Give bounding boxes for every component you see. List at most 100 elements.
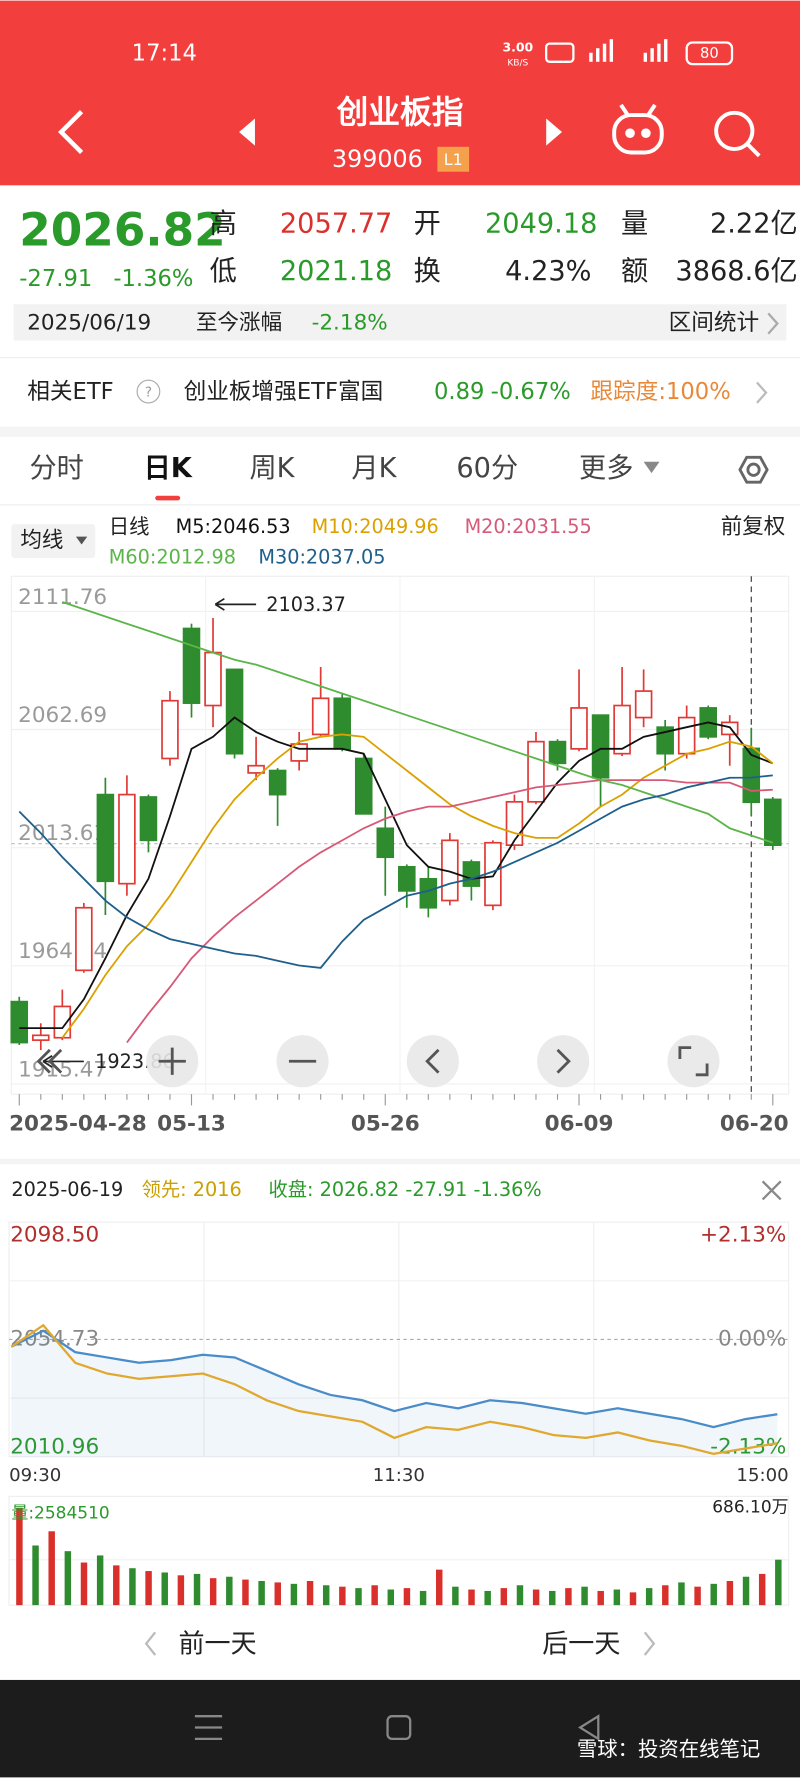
ma-button[interactable] xyxy=(11,524,96,559)
y-tick-label: 2098.50 xyxy=(10,1223,99,1248)
volume-bar xyxy=(32,1545,39,1606)
header-bar xyxy=(0,0,800,186)
y-tick-label: 2062.69 xyxy=(18,703,107,728)
volume-bar xyxy=(209,1578,217,1606)
period: 日线 xyxy=(109,515,150,539)
discuss-button[interactable] xyxy=(612,103,664,155)
intraday-chart: 2098.502054.732010.96+2.13%0.00%-2.13%09… xyxy=(8,1221,790,1486)
volume-bar xyxy=(516,1585,524,1606)
open-label: 开 xyxy=(414,208,441,239)
volume-bar xyxy=(419,1590,427,1606)
volume-max: 686.10万 xyxy=(712,1498,788,1518)
volume-bar xyxy=(226,1576,233,1606)
y-tick-label: 1964.54 xyxy=(18,939,107,964)
volume-bar xyxy=(710,1583,717,1606)
y2-tick-label: 0.00% xyxy=(718,1326,786,1351)
adjust[interactable]: 前复权 xyxy=(721,515,786,540)
candle-body xyxy=(419,878,438,909)
candle-body xyxy=(677,716,696,755)
nav-back[interactable] xyxy=(578,1714,600,1741)
candle-body xyxy=(75,906,93,972)
chevron xyxy=(643,1631,656,1656)
nav-home[interactable] xyxy=(386,1715,412,1740)
volume-bar xyxy=(16,1507,23,1606)
high-label: 高 xyxy=(210,208,237,239)
y2-tick-label: +2.13% xyxy=(700,1223,786,1248)
volume-bar xyxy=(581,1586,588,1606)
back-button[interactable] xyxy=(57,110,84,155)
volume-bar xyxy=(242,1579,249,1606)
candle-body xyxy=(268,769,287,796)
etf-name[interactable]: 创业板增强ETF富国 xyxy=(184,379,384,405)
candle-body xyxy=(96,793,115,883)
next-index[interactable] xyxy=(546,118,563,146)
candle-body xyxy=(118,793,136,885)
scroll-start[interactable] xyxy=(36,1048,63,1074)
candle-body xyxy=(333,697,351,750)
volume-bar xyxy=(613,1589,621,1606)
fullscreen[interactable] xyxy=(667,1035,720,1088)
intraday-line xyxy=(10,1329,778,1429)
low: 2021.18 xyxy=(280,256,392,287)
intraday-date: 2025-06-19 xyxy=(11,1178,123,1201)
volume-bar xyxy=(758,1573,766,1606)
level-badge xyxy=(437,146,470,172)
candle-body xyxy=(32,1034,50,1041)
volume-bar xyxy=(258,1581,265,1606)
volume-bar xyxy=(468,1589,475,1606)
candle-body xyxy=(204,651,222,707)
ma-legend: M5:2046.53 xyxy=(176,515,291,538)
ma-line xyxy=(126,779,773,1044)
candle-body xyxy=(225,668,244,755)
tab[interactable]: 周K xyxy=(249,453,295,484)
next-day[interactable]: 后一天 xyxy=(542,1629,620,1659)
candle-body xyxy=(570,707,588,750)
prev-index[interactable] xyxy=(239,118,255,146)
volume-bar xyxy=(48,1531,55,1606)
open: 2049.18 xyxy=(485,208,597,239)
help-icon[interactable] xyxy=(136,379,161,404)
tab[interactable]: 日K xyxy=(144,453,193,484)
turnover: 4.23% xyxy=(505,256,591,287)
ma-line xyxy=(61,733,774,1039)
x-tick-label: 05-13 xyxy=(157,1112,226,1137)
ma-legend: M30:2037.05 xyxy=(258,546,385,569)
y-tick-label: 2111.76 xyxy=(18,585,107,610)
x-tick-label: 05-26 xyxy=(351,1112,420,1137)
candle-body xyxy=(139,796,158,842)
nav-menu[interactable] xyxy=(194,1715,223,1740)
range-bar[interactable] xyxy=(13,304,787,341)
search-button[interactable] xyxy=(714,110,761,158)
volume-bar xyxy=(129,1568,136,1606)
x-tick-label: 06-20 xyxy=(720,1112,789,1137)
x-tick-label: 09:30 xyxy=(9,1465,61,1486)
range-stats[interactable]: 区间统计 xyxy=(669,310,760,336)
prev-day[interactable]: 前一天 xyxy=(178,1629,256,1659)
close-button[interactable] xyxy=(761,1180,782,1201)
x-tick-label: 2025-04-28 xyxy=(9,1112,147,1137)
intraday-leader: 领先: 2016 xyxy=(142,1178,242,1201)
battery: 80 xyxy=(700,45,719,62)
volume-bar xyxy=(371,1585,378,1606)
volume-bar xyxy=(645,1588,653,1606)
volume-bar xyxy=(452,1586,459,1606)
tab[interactable]: 分时 xyxy=(29,453,83,484)
level: L1 xyxy=(444,150,463,169)
scroll-right[interactable] xyxy=(537,1035,590,1088)
scroll-left[interactable] xyxy=(406,1035,459,1088)
range-change: -2.18% xyxy=(312,311,388,336)
volume-frame xyxy=(8,1495,790,1606)
low-label: 低 xyxy=(210,256,237,287)
status-time: 17:14 xyxy=(132,40,197,66)
tab[interactable]: 更多 xyxy=(579,453,633,484)
tab[interactable]: 月K xyxy=(351,453,397,484)
help-mark: ? xyxy=(145,385,152,401)
ma-line xyxy=(62,601,774,844)
volume-bar xyxy=(484,1590,491,1606)
tab[interactable]: 60分 xyxy=(456,453,518,484)
volume-bar xyxy=(500,1588,508,1606)
volume-bar xyxy=(678,1582,685,1606)
settings-icon[interactable] xyxy=(738,455,769,484)
